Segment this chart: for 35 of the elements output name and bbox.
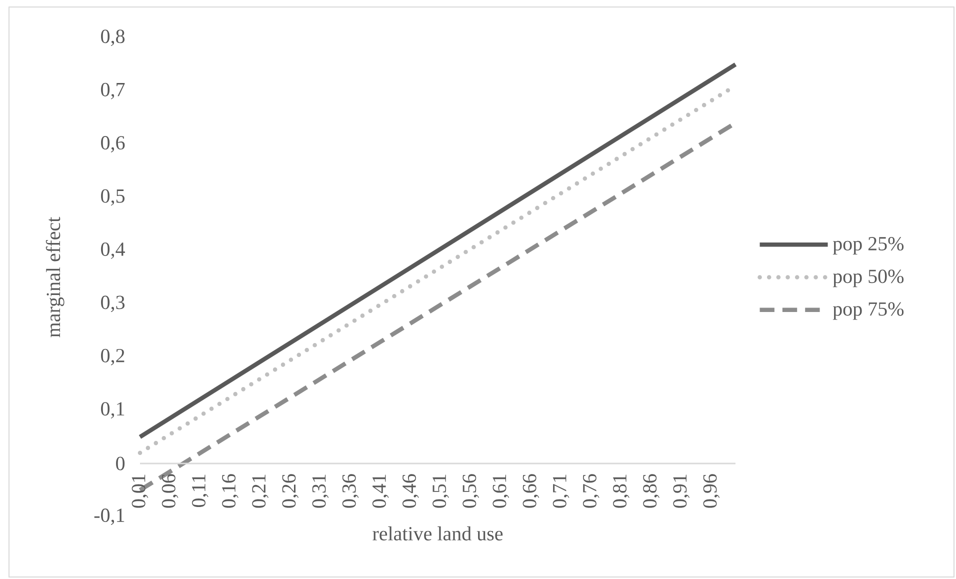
y-tick-label: 0,3 — [101, 296, 125, 312]
y-tick-label: -0,1 — [94, 508, 124, 525]
x-tick-label: 0,66 — [522, 474, 540, 508]
x-tick-label: 0,96 — [703, 474, 720, 508]
y-tick-label: 0,6 — [101, 136, 125, 152]
x-tick-label: 0,11 — [192, 474, 208, 508]
x-tick-label: 0,31 — [312, 474, 329, 508]
x-tick-label: 0,56 — [462, 474, 480, 508]
x-tick-label: 0,46 — [402, 474, 419, 508]
x-tick-label: 0,81 — [613, 474, 630, 508]
y-tick-label: 0 — [116, 456, 125, 470]
y-tick-label: 0,2 — [101, 348, 124, 366]
x-tick-label: 0,91 — [673, 474, 690, 508]
x-tick-label: 0,16 — [222, 474, 238, 508]
x-tick-label: 0,51 — [432, 474, 449, 508]
y-axis-title: marginal effect — [46, 216, 64, 338]
x-tick-label: 0,01 — [132, 474, 148, 508]
x-tick-label: 0,41 — [372, 474, 389, 508]
y-tick-label: 0,7 — [101, 82, 125, 100]
x-tick-label: 0,26 — [282, 474, 299, 508]
y-tick-label: 0,5 — [101, 189, 125, 206]
legend-label: pop 50% — [832, 270, 904, 288]
x-tick-label: 0,61 — [492, 474, 510, 508]
x-tick-label: 0,86 — [643, 474, 660, 508]
x-tick-label: 0,06 — [162, 474, 178, 508]
x-tick-label: 0,76 — [582, 474, 600, 508]
y-tick-label: 0,4 — [101, 242, 125, 259]
x-tick-label: 0,36 — [342, 474, 359, 508]
y-tick-label: 0,8 — [101, 30, 125, 46]
x-tick-label: 0,71 — [552, 474, 570, 508]
legend-label: pop 25% — [832, 236, 904, 255]
legend-label: pop 75% — [832, 302, 904, 320]
y-tick-label: 0,1 — [101, 402, 124, 418]
x-axis-title: relative land use — [372, 526, 503, 540]
x-tick-label: 0,21 — [252, 474, 268, 508]
